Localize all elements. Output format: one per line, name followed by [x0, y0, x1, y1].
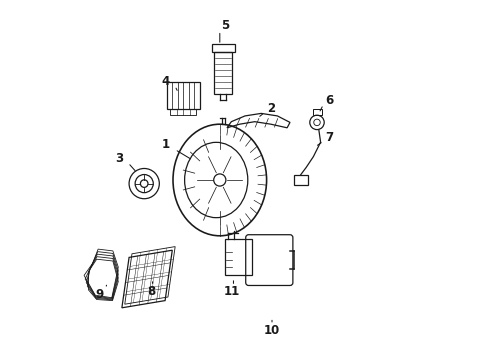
Text: 8: 8: [147, 285, 155, 298]
Text: 5: 5: [221, 19, 229, 32]
Text: 11: 11: [223, 285, 240, 298]
Text: 4: 4: [162, 75, 170, 87]
Text: 3: 3: [115, 152, 123, 165]
Text: 1: 1: [162, 138, 170, 151]
Text: 2: 2: [267, 102, 275, 114]
Text: 10: 10: [264, 324, 280, 337]
Text: 9: 9: [95, 288, 103, 301]
Text: 7: 7: [325, 131, 333, 144]
Text: 6: 6: [325, 94, 333, 107]
